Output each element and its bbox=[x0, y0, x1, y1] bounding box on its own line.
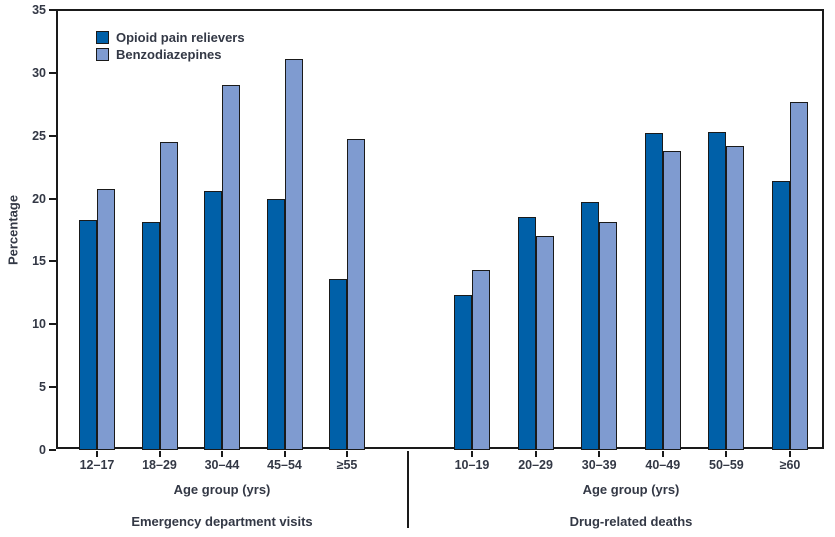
y-axis-tick-label: 15 bbox=[32, 254, 46, 269]
bar-benzodiazepines bbox=[347, 139, 365, 450]
bar-opioid bbox=[517, 217, 536, 450]
legend-label-benzodiazepines: Benzodiazepines bbox=[116, 47, 222, 62]
legend-swatch-benzodiazepines-icon bbox=[96, 48, 109, 61]
y-axis-tick bbox=[49, 323, 56, 326]
y-axis-tick bbox=[49, 449, 56, 451]
x-axis-tick bbox=[221, 451, 223, 457]
x-axis-title: Age group (yrs) bbox=[173, 482, 271, 497]
group-title: Emergency department visits bbox=[131, 514, 313, 529]
y-axis-tick bbox=[49, 71, 56, 74]
x-axis-tick bbox=[283, 451, 286, 457]
x-axis-tick bbox=[534, 451, 537, 457]
legend: Opioid pain relievers Benzodiazepines bbox=[96, 29, 245, 63]
x-axis-tick bbox=[346, 451, 348, 457]
x-axis-tick bbox=[598, 451, 601, 457]
bar-benzodiazepines bbox=[535, 236, 554, 450]
legend-label-opioid: Opioid pain relievers bbox=[116, 30, 245, 45]
bar-opioid bbox=[266, 199, 285, 450]
bar-benzodiazepines bbox=[284, 59, 303, 450]
x-axis-tick bbox=[725, 451, 728, 457]
x-axis-category-label: 18–29 bbox=[142, 458, 177, 472]
bar-benzodiazepines bbox=[599, 222, 618, 450]
bar-benzodiazepines bbox=[222, 85, 240, 450]
y-axis-tick-label: 25 bbox=[32, 128, 46, 143]
x-axis-category-label: 30–44 bbox=[204, 458, 240, 472]
bar-benzodiazepines bbox=[97, 189, 115, 450]
y-axis-tick-label: 35 bbox=[32, 3, 46, 17]
x-axis-category-label: 10–19 bbox=[454, 458, 490, 472]
legend-swatch-opioid-icon bbox=[96, 31, 109, 44]
legend-item-benzodiazepines: Benzodiazepines bbox=[96, 46, 245, 63]
legend-item-opioid: Opioid pain relievers bbox=[96, 29, 245, 46]
x-axis-tick bbox=[661, 451, 664, 457]
bar-opioid bbox=[454, 295, 472, 450]
bar-opioid bbox=[581, 202, 600, 450]
x-axis-category-label: 12–17 bbox=[79, 458, 115, 472]
bar-benzodiazepines bbox=[472, 270, 490, 450]
y-axis-tick-label: 30 bbox=[32, 65, 46, 80]
y-axis-tick-label: 0 bbox=[39, 443, 46, 457]
bar-benzodiazepines bbox=[159, 142, 178, 450]
bar-opioid bbox=[141, 222, 160, 450]
bar-benzodiazepines bbox=[662, 151, 681, 450]
x-axis-tick bbox=[96, 451, 98, 457]
plot-area bbox=[56, 9, 824, 449]
x-axis-category-label: 20–29 bbox=[518, 458, 553, 472]
bar-benzodiazepines bbox=[726, 146, 745, 450]
y-axis-tick bbox=[49, 260, 56, 263]
group-divider-line bbox=[407, 451, 409, 528]
group-title: Drug-related deaths bbox=[569, 514, 693, 529]
x-axis-category-label: 30–39 bbox=[581, 458, 617, 472]
bar-opioid bbox=[644, 133, 663, 450]
x-axis-category-label: 45–54 bbox=[267, 458, 302, 472]
x-axis-category-label: 40–49 bbox=[645, 458, 681, 472]
y-axis-tick-label: 10 bbox=[32, 317, 46, 332]
x-axis-tick bbox=[158, 451, 161, 457]
bar-opioid bbox=[204, 191, 222, 450]
y-axis-tick bbox=[49, 134, 56, 137]
x-axis-category-label: ≥60 bbox=[779, 458, 801, 472]
y-axis-tick bbox=[49, 197, 56, 200]
x-axis-tick bbox=[471, 451, 473, 457]
bar-opioid bbox=[329, 279, 347, 450]
bar-opioid bbox=[772, 181, 790, 450]
y-axis-tick-label: 20 bbox=[32, 191, 46, 206]
x-axis-category-label: 50–59 bbox=[709, 458, 744, 472]
bar-benzodiazepines bbox=[790, 102, 808, 450]
x-axis-category-label: ≥55 bbox=[336, 458, 358, 472]
x-axis-title: Age group (yrs) bbox=[582, 482, 680, 497]
x-axis-tick bbox=[789, 451, 791, 457]
y-axis-tick bbox=[49, 9, 56, 11]
y-axis-tick-label: 5 bbox=[39, 380, 46, 395]
bar-opioid bbox=[708, 132, 727, 450]
bar-opioid bbox=[79, 220, 97, 450]
y-axis-tick bbox=[49, 386, 56, 389]
